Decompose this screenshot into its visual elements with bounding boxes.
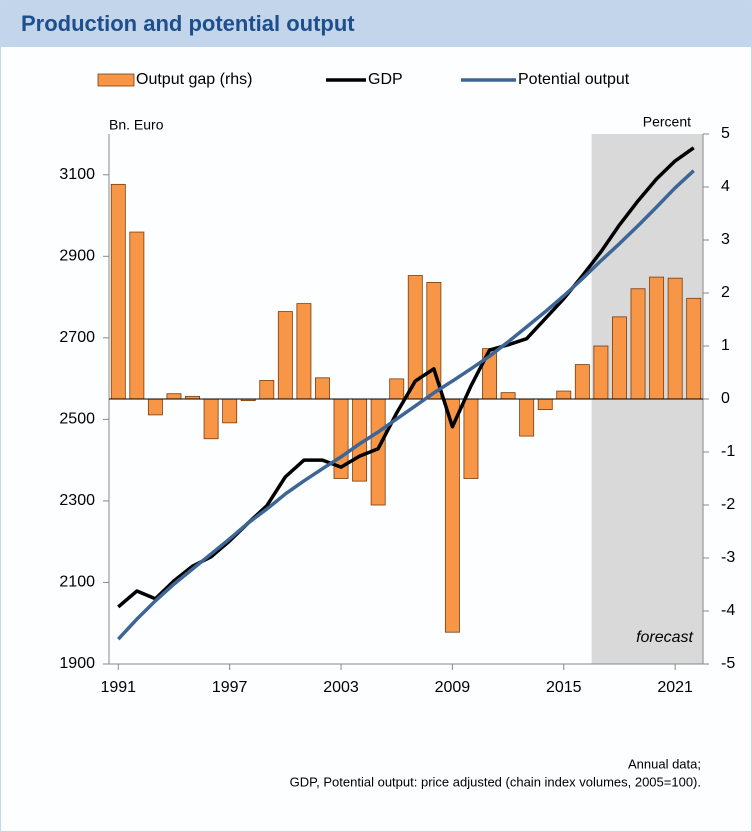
y2-tick-label: -4 <box>721 602 735 619</box>
y2-tick-label: 3 <box>721 231 730 248</box>
y2-axis-label: Percent <box>643 114 691 130</box>
y-tick-label: 2500 <box>59 411 95 428</box>
bar <box>500 392 516 400</box>
header-band <box>1 1 751 47</box>
y-tick-label: 2900 <box>59 248 95 265</box>
bar <box>129 231 145 400</box>
y2-tick-label: 1 <box>721 337 730 354</box>
x-tick-label: 1991 <box>100 679 136 696</box>
bar <box>203 398 219 440</box>
bar <box>110 183 126 400</box>
bar <box>686 297 702 400</box>
legend-swatch <box>97 73 135 87</box>
bar <box>463 398 479 479</box>
legend-label: Output gap (rhs) <box>136 71 253 88</box>
legend-label: GDP <box>368 71 403 88</box>
y-tick-label: 3100 <box>59 166 95 183</box>
x-tick-label: 1997 <box>212 679 248 696</box>
forecast-label: forecast <box>636 629 693 646</box>
y-tick-label: 2300 <box>59 492 95 509</box>
y2-tick-label: 0 <box>721 390 730 407</box>
y2-tick-label: 5 <box>721 125 730 142</box>
legend-label: Potential output <box>518 71 630 88</box>
y-tick-label: 1900 <box>59 655 95 672</box>
chart-title: Production and potential output <box>21 11 355 36</box>
bar <box>537 398 553 411</box>
x-tick-label: 2009 <box>435 679 471 696</box>
y-tick-label: 2700 <box>59 329 95 346</box>
bar <box>166 393 182 400</box>
line <box>116 169 695 641</box>
bar <box>222 398 238 424</box>
bar <box>444 398 460 633</box>
bar <box>667 277 683 400</box>
footnote: GDP, Potential output: price adjusted (c… <box>290 774 701 789</box>
bar <box>630 288 646 400</box>
bar <box>389 378 405 400</box>
line <box>117 146 695 609</box>
bar <box>612 316 627 400</box>
y-tick-label: 2100 <box>59 574 95 591</box>
y2-tick-label: -3 <box>721 549 735 566</box>
bar <box>315 377 330 400</box>
x-tick-label: 2015 <box>546 679 582 696</box>
y2-tick-label: -5 <box>721 655 735 672</box>
footnote: Annual data; <box>628 756 701 771</box>
y-axis-label: Bn. Euro <box>109 117 164 133</box>
y2-tick-label: 2 <box>721 284 730 301</box>
y2-tick-label: -2 <box>721 496 735 513</box>
bar <box>593 345 609 400</box>
x-tick-label: 2003 <box>323 679 359 696</box>
bar <box>574 364 590 400</box>
bar <box>277 311 293 400</box>
bar <box>519 398 535 437</box>
bar <box>296 303 312 400</box>
bar <box>649 276 665 400</box>
bar <box>259 380 275 400</box>
bar <box>147 398 163 416</box>
y2-tick-label: 4 <box>721 178 730 195</box>
bar <box>556 390 572 400</box>
x-tick-label: 2021 <box>657 679 693 696</box>
y2-tick-label: -1 <box>721 443 735 460</box>
